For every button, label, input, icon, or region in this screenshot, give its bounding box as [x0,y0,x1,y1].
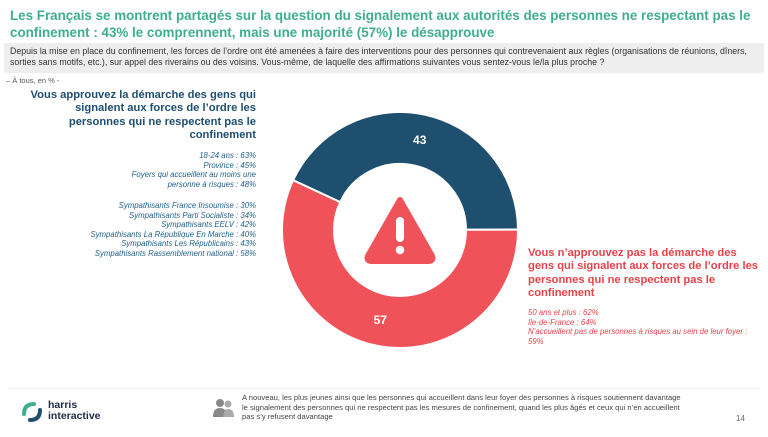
logo-line-1: harris [48,399,78,411]
approve-political-item: Sympathisants France Insoumise : 30% [118,201,256,210]
donut-chart: 43 57 [281,111,520,349]
approve-political-item: Sympathisants Parti Socialiste : 34% [129,210,256,220]
footnote: A nouveau, les plus jeunes ainsi que les… [242,393,681,422]
disapprove-title: Vous n’approuvez pas la démarche des gen… [528,247,759,299]
logo-text: harris interactive [48,400,101,422]
slice-label-approve: 43 [413,133,427,147]
approve-demo-item: 18-24 ans : 63% [199,151,256,160]
disapprove-demo-item: 50 ans et plus : 62% [528,308,599,317]
approve-demo-item: Province : 45% [203,160,256,170]
base-note: – À tous, en % - [6,76,60,85]
page-number: 14 [736,414,745,423]
approve-political-item: Sympathisants La République En Marche : … [90,229,256,239]
logo-line-2: interactive [48,410,101,422]
approve-political-item: Sympathisants Rassemblement national : 5… [94,248,256,258]
page-title: Les Français se montrent partagés sur la… [10,8,751,40]
people-icon [213,399,234,417]
disapprove-demo-item: N’accueillent pas de personnes à risques… [528,327,748,346]
disapprove-demographics: 50 ans et plus : 62% Ile-de-France : 64%… [528,308,760,346]
logo-mark-icon [22,402,42,422]
warning-triangle-icon [352,186,448,282]
approve-demographics: 18-24 ans : 63% Province : 45% Foyers qu… [20,151,256,189]
approve-title: Vous approuvez la démarche des gens qui … [30,89,256,141]
question-text: Depuis la mise en place du confinement, … [4,43,764,73]
approve-political-item: Sympathisants Les Républicains : 43% [121,239,256,248]
approve-political: Sympathisants France Insoumise : 30% Sym… [20,201,256,258]
disapprove-demo-item: Ile-de-France : 64% [528,317,597,327]
approve-demo-item: Foyers qui accueillent au moins une pers… [131,170,256,189]
approve-political-item: Sympathisants EELV : 42% [161,220,256,229]
harris-interactive-logo: harris interactive [20,400,101,429]
slice-label-disapprove: 57 [374,313,388,327]
footer-divider [8,388,760,389]
